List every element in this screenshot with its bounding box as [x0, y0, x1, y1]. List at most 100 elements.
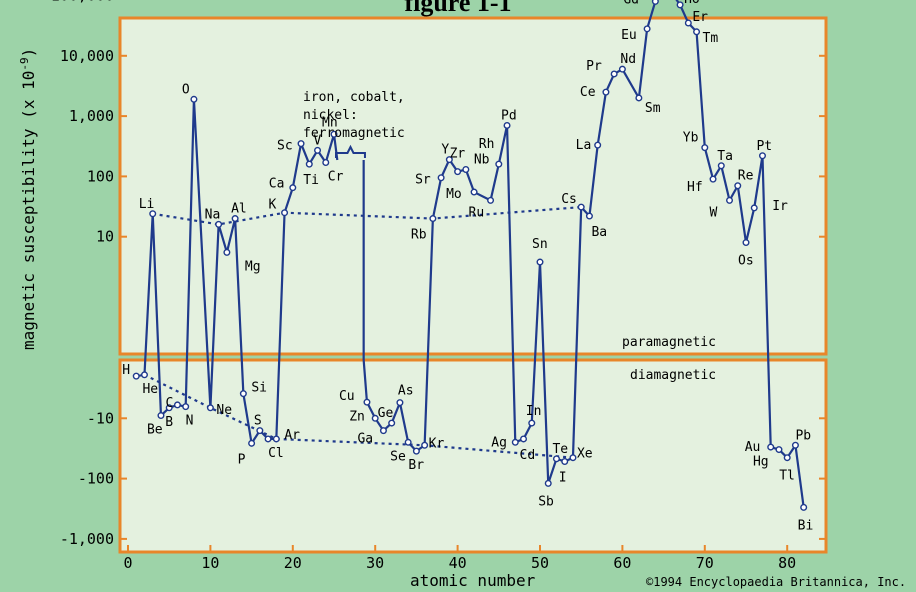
- ferromagnetic-note-line3: ferromagnetic: [303, 126, 405, 141]
- x-tick-label: 80: [778, 554, 796, 572]
- data-point-ta: [717, 162, 725, 170]
- element-label-os: Os: [738, 254, 754, 269]
- element-label-k: K: [269, 198, 277, 213]
- element-label-hf: Hf: [687, 180, 703, 195]
- element-label-ba: Ba: [591, 225, 607, 240]
- data-point-pd: [503, 121, 511, 129]
- y-tick-label: 10,000: [60, 47, 114, 65]
- data-point-mn: [330, 130, 338, 138]
- element-label-i: I: [559, 470, 567, 485]
- element-label-zr: Zr: [450, 147, 466, 162]
- element-label-ca: Ca: [269, 177, 285, 192]
- data-point-ce: [602, 88, 610, 96]
- data-point-al: [231, 215, 239, 223]
- trend-line-noble-gases: [143, 373, 574, 459]
- figure-title: figure 1-1: [404, 0, 512, 17]
- element-label-s: S: [254, 414, 262, 429]
- data-point-sb: [544, 479, 552, 487]
- element-label-ta: Ta: [717, 149, 733, 164]
- element-label-pr: Pr: [586, 59, 602, 74]
- data-point-li: [149, 210, 157, 218]
- element-label-pb: Pb: [795, 428, 811, 443]
- element-label-be: Be: [147, 423, 163, 438]
- element-label-ho: Ho: [684, 0, 700, 7]
- data-point-si: [239, 390, 247, 398]
- element-label-rh: Rh: [479, 137, 495, 152]
- y-tick-label: -10: [87, 409, 114, 427]
- data-point-ru: [487, 196, 495, 204]
- element-label-sm: Sm: [645, 101, 661, 116]
- data-point-o: [190, 95, 198, 103]
- data-point-ga: [379, 427, 387, 435]
- element-label-na: Na: [205, 207, 221, 222]
- data-point-hf: [709, 175, 717, 183]
- element-label-te: Te: [552, 442, 568, 457]
- data-point-sm: [635, 94, 643, 102]
- element-label-gd: Gd: [623, 0, 639, 7]
- element-label-h: H: [122, 363, 130, 378]
- data-point-xe: [569, 454, 577, 462]
- element-label-ar: Ar: [284, 428, 300, 443]
- element-label-cu: Cu: [339, 389, 355, 404]
- element-label-mo: Mo: [446, 187, 462, 202]
- data-point-se: [404, 438, 412, 446]
- element-label-tm: Tm: [703, 31, 719, 46]
- data-point-w: [726, 196, 734, 204]
- data-point-sn: [536, 258, 544, 266]
- data-point-mg: [223, 248, 231, 256]
- data-point-ca: [289, 184, 297, 192]
- element-label-zn: Zn: [349, 409, 365, 424]
- data-point-v: [314, 146, 322, 154]
- x-tick-label: 60: [613, 554, 631, 572]
- element-label-li: Li: [139, 197, 155, 212]
- element-label-b: B: [165, 415, 173, 430]
- data-point-ar: [272, 435, 280, 443]
- data-point-ne: [206, 404, 214, 412]
- element-label-ru: Ru: [469, 205, 485, 220]
- element-label-cr: Cr: [328, 170, 344, 185]
- element-label-bi: Bi: [798, 518, 814, 533]
- element-label-sn: Sn: [532, 237, 548, 252]
- element-label-p: P: [238, 452, 246, 467]
- element-label-au: Au: [745, 440, 761, 455]
- data-point-mo: [470, 188, 478, 196]
- element-label-he: He: [142, 382, 158, 397]
- diamagnetic-panel: [118, 358, 828, 554]
- x-axis-title: atomic number: [410, 571, 536, 590]
- data-point-hg: [775, 446, 783, 454]
- data-point-tl: [783, 454, 791, 462]
- data-point-kr: [421, 441, 429, 449]
- element-label-tl: Tl: [779, 469, 795, 484]
- element-label-hg: Hg: [753, 455, 769, 470]
- element-label-as: As: [398, 384, 414, 399]
- data-point-cu: [363, 398, 371, 406]
- data-point-na: [215, 220, 223, 228]
- element-label-yb: Yb: [683, 131, 699, 146]
- data-point-zr: [454, 168, 462, 176]
- data-point-pt: [758, 152, 766, 160]
- element-label-se: Se: [390, 449, 406, 464]
- x-tick-label: 20: [284, 554, 302, 572]
- data-point-eu: [643, 25, 651, 33]
- data-point-ba: [585, 212, 593, 220]
- element-label-er: Er: [692, 10, 708, 25]
- y-tick-label: 100: [87, 167, 114, 185]
- element-label-kr: Kr: [429, 436, 445, 451]
- element-label-xe: Xe: [577, 447, 593, 462]
- x-tick-label: 10: [201, 554, 219, 572]
- element-label-re: Re: [738, 169, 754, 184]
- element-label-mn: Mn: [322, 115, 338, 130]
- x-tick-label: 40: [449, 554, 467, 572]
- data-point-ir: [750, 204, 758, 212]
- data-point-as: [396, 399, 404, 407]
- data-point-er: [684, 19, 692, 27]
- data-point-au: [767, 443, 775, 451]
- data-point-rb: [429, 215, 437, 223]
- data-point-ge: [388, 419, 396, 427]
- y-tick-label: 1,000: [69, 107, 114, 125]
- paramagnetic-label: paramagnetic: [622, 335, 716, 350]
- x-tick-label: 30: [366, 554, 384, 572]
- data-point-re: [734, 182, 742, 190]
- data-point-pb: [791, 441, 799, 449]
